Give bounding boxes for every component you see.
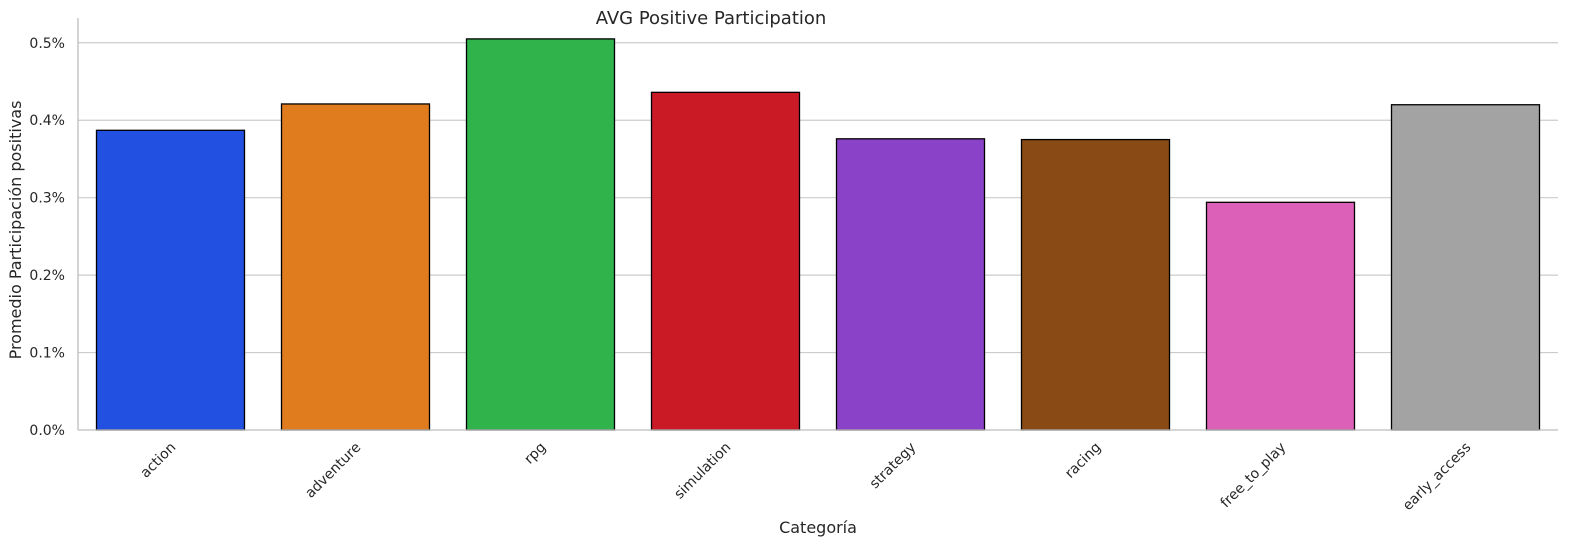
y-axis-label: Promedio Participación positivas xyxy=(6,101,25,360)
chart-title: AVG Positive Participation xyxy=(596,8,827,29)
y-tick-label: 0.0% xyxy=(29,423,65,439)
bar-early-access xyxy=(1390,104,1541,431)
x-tick-labels: action adventure rpg simulation strategy raci… xyxy=(138,440,1475,514)
y-tick-label: 0.1% xyxy=(29,346,65,362)
bar-simulation xyxy=(650,91,801,431)
bar-action xyxy=(95,129,246,431)
x-tick-label: free_to_play xyxy=(1218,440,1290,512)
bar-free-to-play xyxy=(1205,201,1356,431)
x-axis-label: Categoría xyxy=(779,518,857,537)
x-tick-label: early_access xyxy=(1400,440,1474,514)
y-tick-labels: 0.0% 0.1% 0.2% 0.3% 0.4% 0.5% xyxy=(29,36,65,439)
x-tick-label: rpg xyxy=(521,440,549,468)
y-tick-label: 0.2% xyxy=(29,268,65,284)
y-tick-label: 0.5% xyxy=(29,36,65,52)
bar-rpg xyxy=(465,38,616,431)
x-tick-label: action xyxy=(138,440,180,482)
x-tick-label: strategy xyxy=(867,440,920,493)
bar-adventure xyxy=(280,103,431,431)
x-tick-label: simulation xyxy=(671,440,734,503)
axes xyxy=(77,18,1558,431)
x-tick-label: adventure xyxy=(302,440,364,502)
y-tick-label: 0.4% xyxy=(29,113,65,129)
y-tick-label: 0.3% xyxy=(29,191,65,207)
x-tick-label: racing xyxy=(1062,440,1104,482)
bar-racing xyxy=(1020,138,1171,431)
bar-strategy xyxy=(835,138,986,431)
bars xyxy=(95,38,1541,431)
